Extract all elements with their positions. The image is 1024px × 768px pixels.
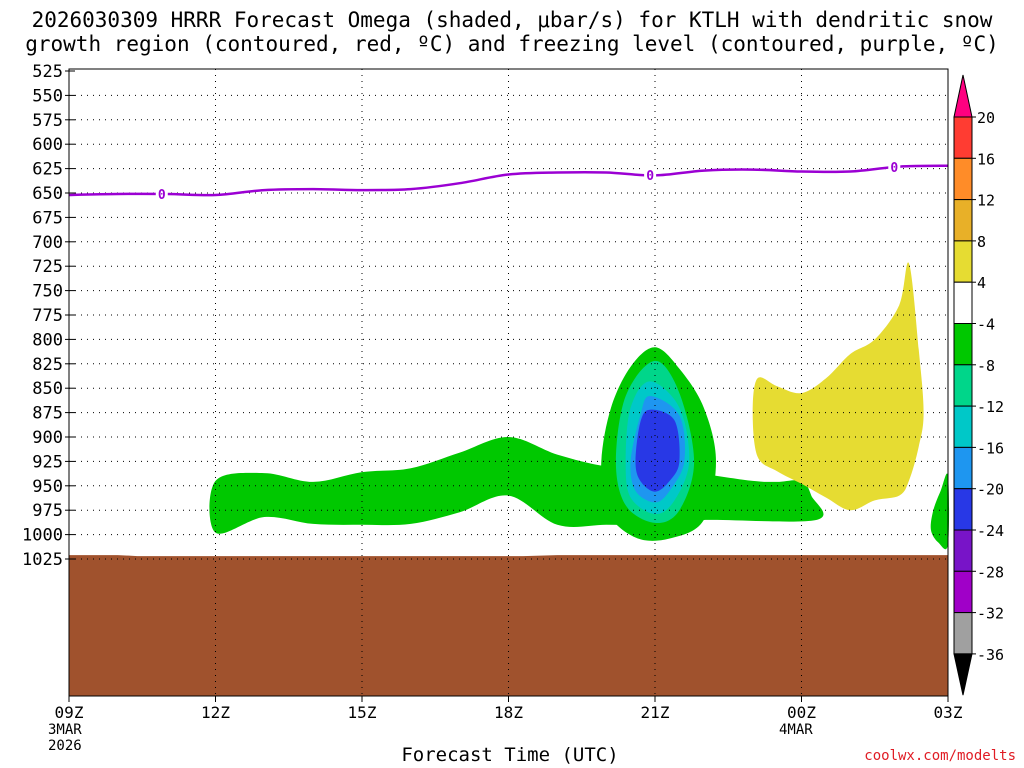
y-tick-label-725: 725 — [32, 257, 63, 277]
y-tick-label-650: 650 — [32, 184, 63, 204]
x-tick-label-03Z: 03Z — [934, 703, 963, 722]
source-credit-link[interactable]: coolwx.com/modelts — [864, 748, 1016, 764]
y-tick-label-600: 600 — [32, 135, 63, 155]
freezing-level-label-bg-1 — [644, 167, 657, 184]
freezing-level: 0 0 0 — [68, 159, 949, 203]
colorbar-segment-7 — [953, 364, 973, 407]
colorbar-segment-6 — [953, 323, 973, 366]
freezing-level-label-bg-0 — [155, 185, 168, 202]
y-tick-label-750: 750 — [32, 282, 63, 302]
colorbar-label-3: 8 — [977, 233, 986, 251]
x-tick-label-18Z: 18Z — [494, 703, 523, 722]
y-tick-label-875: 875 — [32, 404, 63, 424]
colorbar-segment-11 — [953, 529, 973, 572]
y-tick-label-675: 675 — [32, 208, 63, 228]
terrain — [69, 555, 948, 696]
x-tick-label-15Z: 15Z — [348, 703, 377, 722]
x-tick-label-12Z: 12Z — [201, 703, 230, 722]
colorbar-segment-10 — [953, 488, 973, 531]
colorbar-segment-1 — [953, 116, 973, 159]
omega-region-ascent-edge — [930, 473, 950, 550]
start-date-label: 3MAR 2026 — [48, 722, 82, 754]
colorbar-label-5: -4 — [977, 316, 995, 334]
y-tick-label-825: 825 — [32, 355, 63, 375]
omega-region-descent-region — [752, 262, 924, 511]
colorbar-segment-12 — [953, 570, 973, 614]
y-tick-label-575: 575 — [32, 111, 63, 131]
colorbar-segment-9 — [953, 446, 973, 490]
x-axis-title: Forecast Time (UTC) — [401, 744, 619, 766]
colorbar-segment-3 — [953, 199, 973, 242]
omega-region-ascent-core-darkblue — [635, 409, 680, 492]
colorbar-label-4: 4 — [977, 274, 986, 292]
y-tick-label-625: 625 — [32, 160, 63, 180]
colorbar-label-10: -24 — [977, 522, 1004, 540]
chart-title: 2026030309 HRRR Forecast Omega (shaded, … — [25, 8, 999, 56]
grid — [69, 69, 948, 696]
y-tick-label-525: 525 — [32, 62, 63, 82]
colorbar-label-1: 16 — [977, 150, 995, 168]
colorbar-label-11: -28 — [977, 563, 1004, 581]
colorbar-segment-0 — [953, 74, 973, 118]
colorbar-segment-5 — [953, 281, 973, 325]
y-tick-label-775: 775 — [32, 306, 63, 326]
colorbar-segment-2 — [953, 157, 973, 201]
y-tick-label-850: 850 — [32, 379, 63, 399]
y-tick-label-975: 975 — [32, 501, 63, 521]
freezing-level-label-bg-2 — [888, 159, 901, 176]
y-tick-label-900: 900 — [32, 428, 63, 448]
colorbar-label-0: 20 — [977, 109, 995, 127]
freezing-level-label-0: 0 — [158, 188, 166, 203]
colorbar-label-8: -16 — [977, 439, 1004, 457]
colorbar-segment-13 — [953, 612, 973, 655]
colorbar-label-9: -20 — [977, 481, 1004, 499]
omega-region-ascent-band — [209, 436, 824, 534]
x-tick-label-00Z: 00Z — [787, 703, 816, 722]
colorbar: 20 16 12 8 4 -4 -8 -12 -16 -20 -24 -28 -32 -36 — [953, 74, 1004, 696]
y-tick-label-925: 925 — [32, 452, 63, 472]
colorbar-segment-14 — [953, 653, 973, 696]
x-axis: 09Z 12Z 15Z 18Z 21Z 00Z 03Z — [55, 696, 963, 722]
omega-shading — [209, 262, 950, 550]
x-tick-label-09Z: 09Z — [55, 703, 84, 722]
colorbar-label-13: -36 — [977, 646, 1004, 664]
terrain-strip — [69, 555, 948, 696]
colorbar-label-12: -32 — [977, 605, 1004, 623]
y-axis: 525 550 575 600 625 650 675 700 725 750 775 800 825 8… — [22, 62, 75, 570]
freezing-level-label-2: 0 — [890, 161, 898, 176]
y-tick-label-1000: 1000 — [22, 526, 63, 546]
colorbar-label-2: 12 — [977, 192, 995, 210]
colorbar-label-6: -8 — [977, 357, 995, 375]
y-tick-label-1025: 1025 — [22, 550, 63, 570]
y-tick-label-950: 950 — [32, 477, 63, 497]
colorbar-segment-4 — [953, 240, 973, 283]
mid-date-label: 4MAR — [779, 722, 813, 738]
freezing-level-line — [68, 164, 949, 197]
y-tick-label-800: 800 — [32, 330, 63, 350]
freezing-level-label-1: 0 — [646, 169, 654, 184]
y-tick-label-550: 550 — [32, 86, 63, 106]
colorbar-segment-8 — [953, 405, 973, 448]
x-tick-label-21Z: 21Z — [641, 703, 670, 722]
colorbar-label-7: -12 — [977, 398, 1004, 416]
y-tick-label-700: 700 — [32, 233, 63, 253]
